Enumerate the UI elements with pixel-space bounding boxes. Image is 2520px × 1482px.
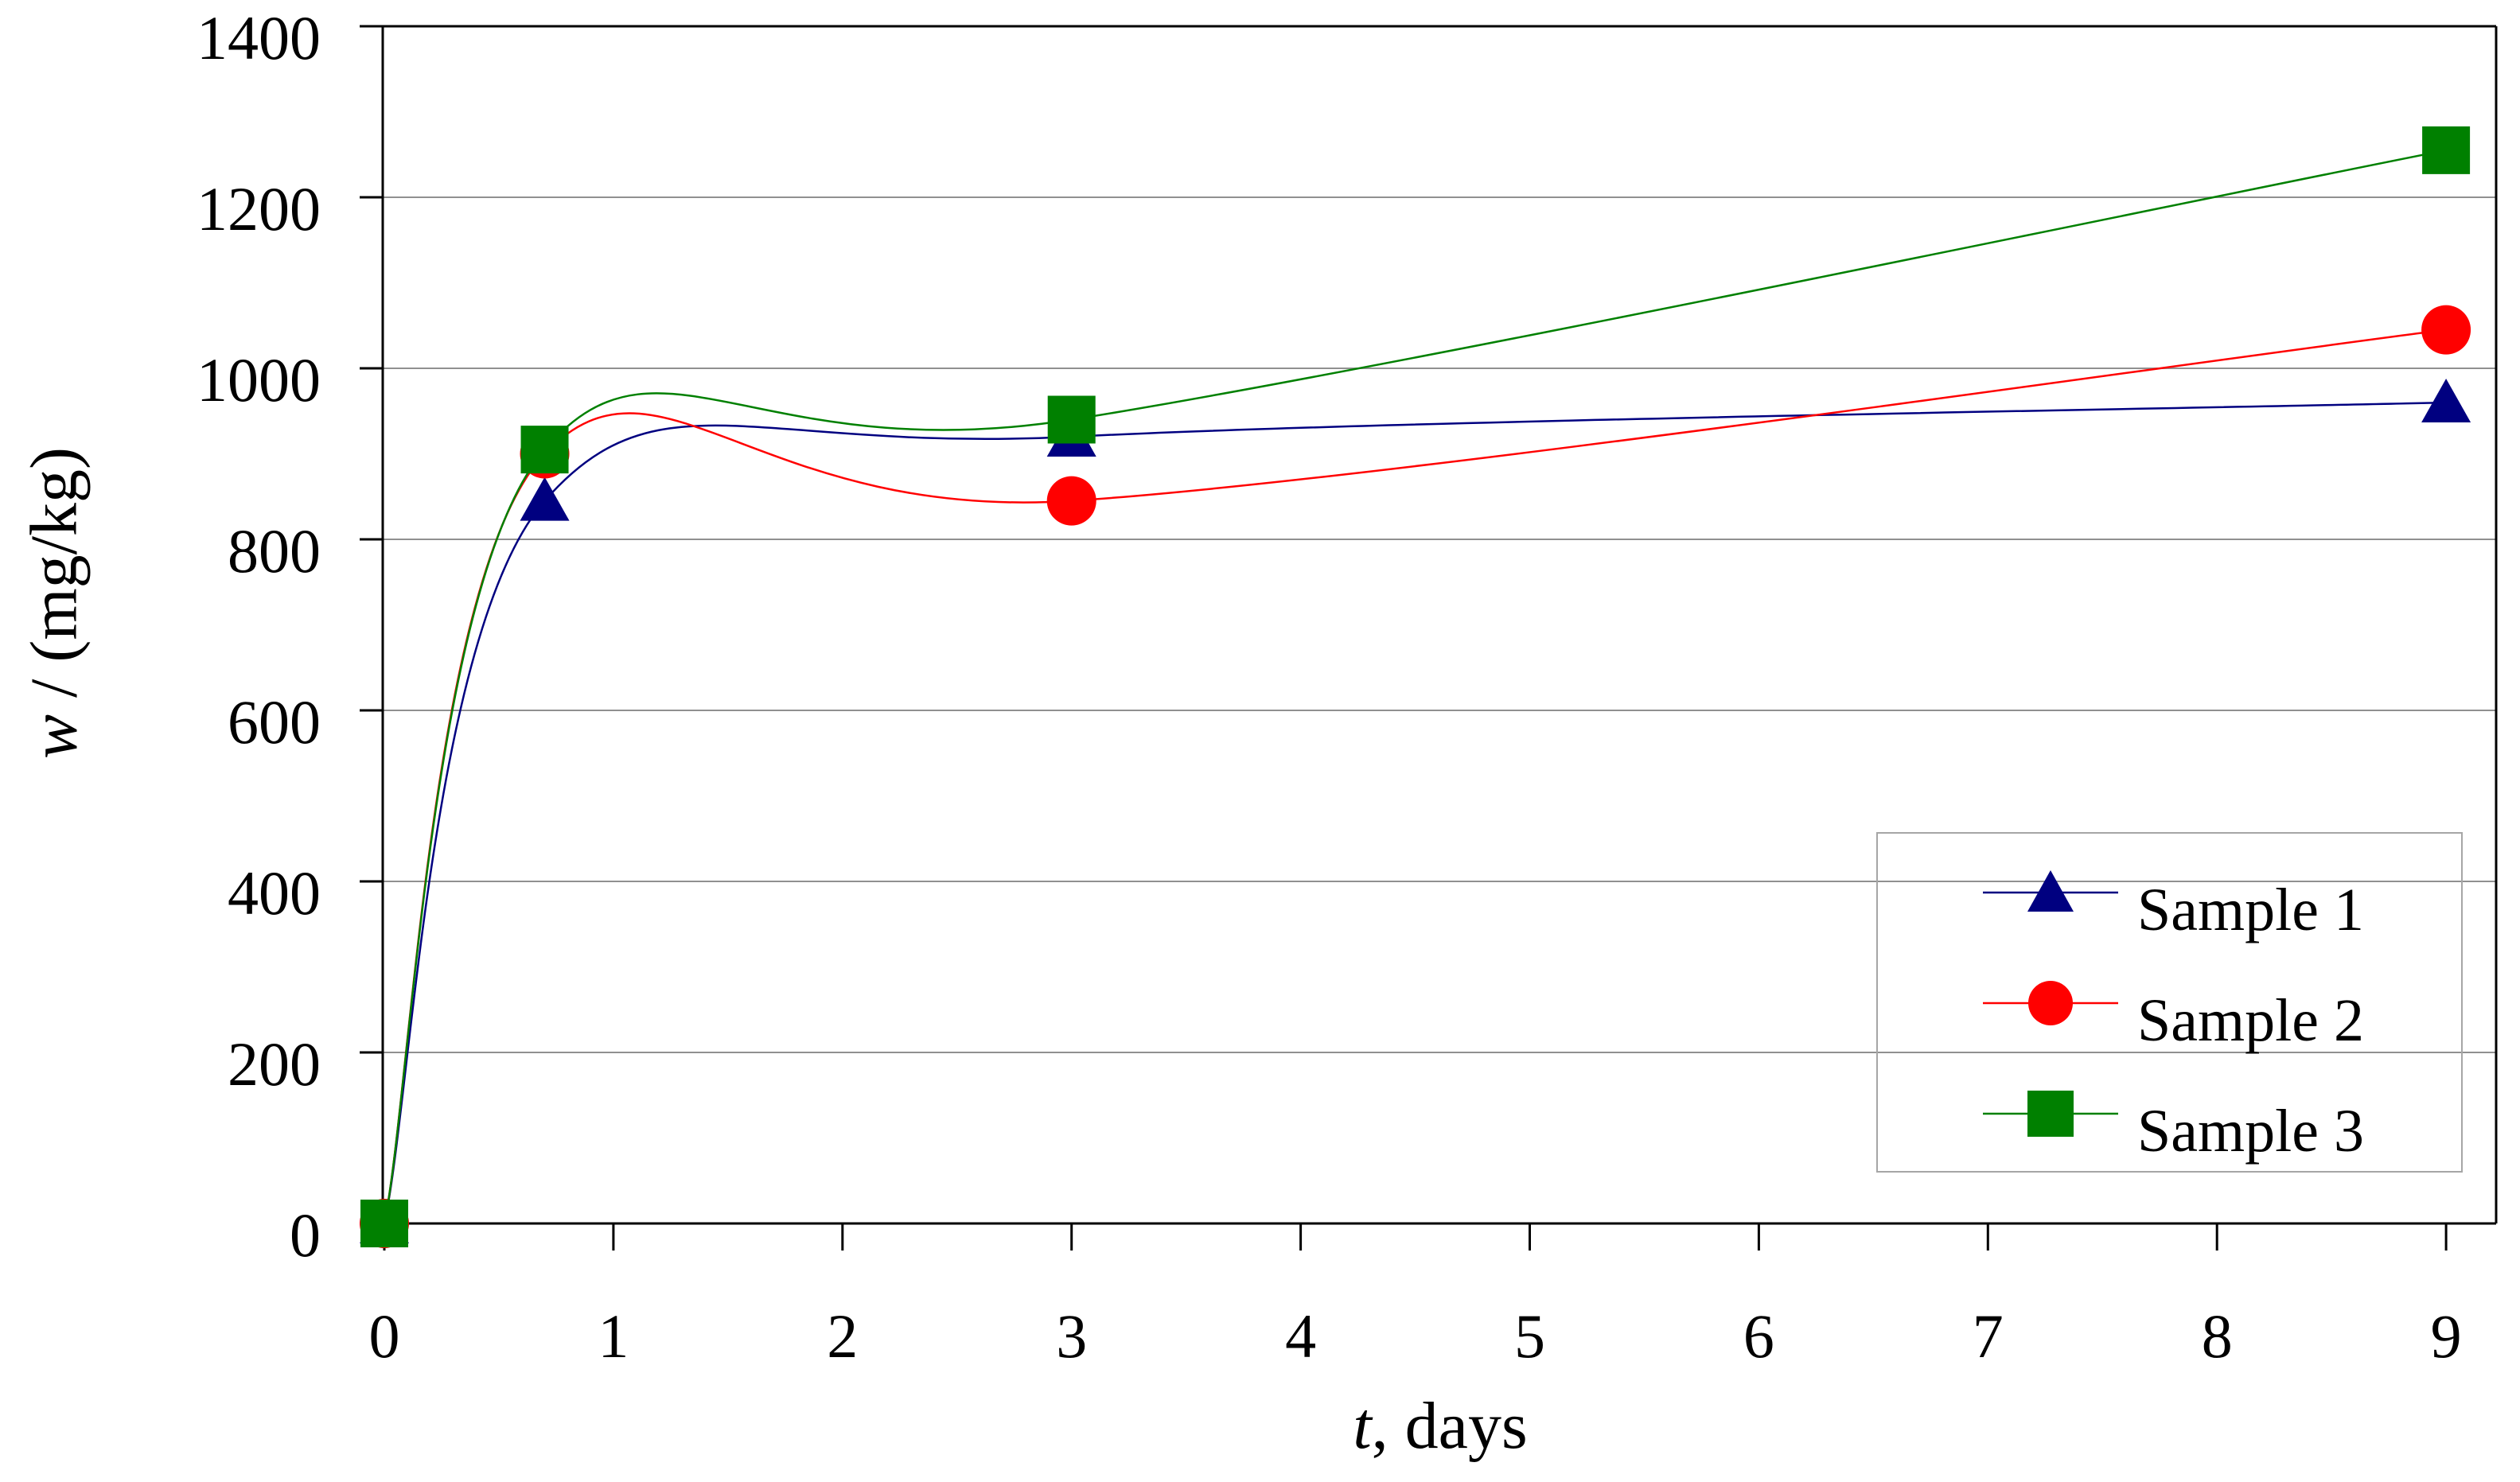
x-tick-label: 0	[368, 1301, 400, 1371]
y-tick-label: 1400	[197, 3, 321, 72]
y-axis-title: w / (mg/kg)	[16, 447, 93, 759]
x-tick-label: 4	[1285, 1301, 1317, 1371]
y-tick-label: 600	[228, 687, 321, 757]
marker-circle-sample-2	[2421, 305, 2471, 355]
legend-marker-triangle	[2027, 870, 2074, 912]
legend-marker-square	[2027, 1091, 2074, 1137]
x-tick-label: 8	[2201, 1301, 2233, 1371]
x-axis-title: t, days	[1353, 1387, 1527, 1464]
legend-label: Sample 1	[2137, 877, 2364, 943]
y-tick-label: 1200	[197, 174, 321, 243]
legend-marker-circle	[2028, 981, 2073, 1025]
x-tick-label: 2	[827, 1301, 859, 1371]
legend-label: Sample 2	[2137, 987, 2364, 1054]
x-axis-title-symbol: t	[1353, 1389, 1372, 1463]
legend-swatch-circle-icon	[1983, 981, 2118, 1025]
y-axis-title-units: / (mg/kg)	[17, 447, 92, 714]
x-tick-label: 3	[1056, 1301, 1088, 1371]
legend-item-sample-3: Sample 3	[1983, 1080, 2364, 1165]
x-tick-label: 9	[2430, 1301, 2462, 1371]
x-axis-title-units: , days	[1371, 1389, 1528, 1463]
marker-square-sample-3	[360, 1200, 408, 1247]
marker-triangle-sample-1	[2421, 379, 2471, 422]
marker-square-sample-3	[520, 426, 569, 474]
legend-label: Sample 3	[2137, 1098, 2364, 1165]
legend-swatch-square-icon	[1983, 1091, 2118, 1137]
x-tick-label: 6	[1743, 1301, 1774, 1371]
x-tick-label: 7	[1972, 1301, 2004, 1371]
legend-item-sample-2: Sample 2	[1983, 970, 2364, 1054]
series-line-sample-3	[383, 149, 2447, 1224]
y-tick-label: 0	[290, 1200, 321, 1270]
legend-swatch-triangle-icon	[1983, 870, 2118, 912]
marker-triangle-sample-1	[520, 476, 570, 521]
marker-circle-sample-2	[1046, 476, 1096, 526]
legend-item-sample-1: Sample 1	[1983, 859, 2364, 943]
marker-square-sample-3	[1047, 395, 1096, 444]
legend: Sample 1 Sample 2 Sample 3	[1876, 832, 2463, 1173]
y-tick-label: 400	[228, 858, 321, 928]
series-line-sample-1	[383, 401, 2447, 1224]
marker-square-sample-3	[2422, 126, 2471, 174]
y-tick-label: 800	[228, 516, 321, 585]
x-tick-label: 5	[1514, 1301, 1545, 1371]
y-tick-label: 1000	[197, 345, 321, 414]
y-axis-title-symbol: w	[17, 714, 92, 759]
x-tick-label: 1	[598, 1301, 629, 1371]
y-tick-label: 200	[228, 1029, 321, 1099]
